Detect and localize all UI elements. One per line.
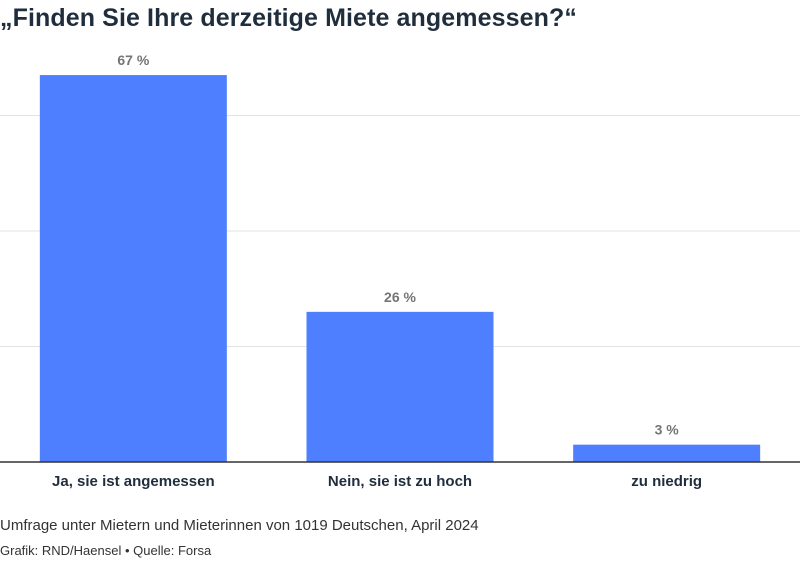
category-label: zu niedrig	[631, 473, 702, 490]
survey-note: Umfrage unter Mietern und Mieterinnen vo…	[0, 517, 479, 534]
bar-value-label: 3 %	[655, 422, 680, 438]
value-labels: 67 % 26 % 3 %	[117, 52, 679, 438]
category-labels: Ja, sie ist angemessen Nein, sie ist zu h…	[52, 473, 702, 490]
bar	[573, 444, 761, 462]
bar	[306, 311, 494, 462]
credits: Grafik: RND/Haensel • Quelle: Forsa	[0, 543, 212, 558]
chart-title: „Finden Sie Ihre derzeitige Miete angeme…	[0, 4, 577, 32]
bar-value-label: 67 %	[117, 52, 149, 68]
bar-chart: 67 % 26 % 3 % Ja, sie ist angemessen Nein, …	[0, 52, 800, 490]
category-label: Ja, sie ist angemessen	[52, 473, 215, 490]
bar-value-label: 26 %	[384, 289, 416, 305]
category-label: Nein, sie ist zu hoch	[328, 473, 472, 490]
bar	[39, 75, 227, 462]
bars	[39, 75, 761, 462]
